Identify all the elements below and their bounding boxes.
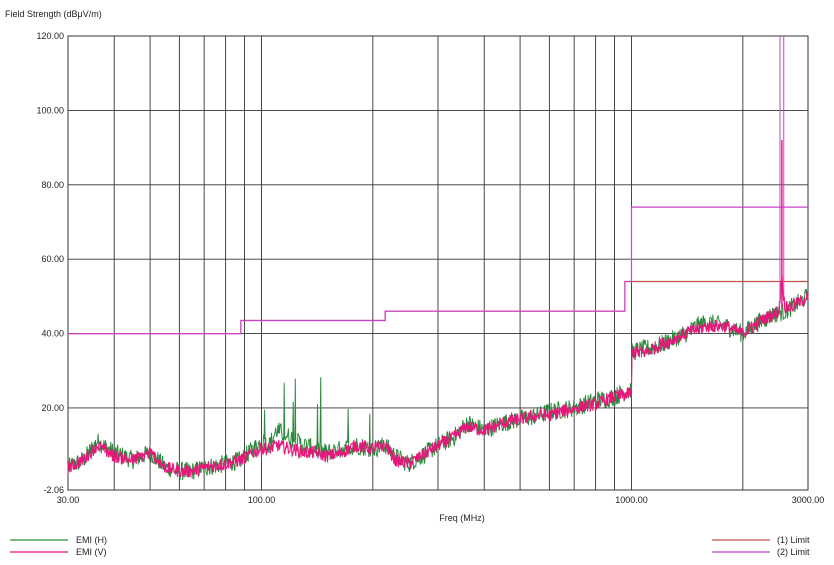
x-tick-label: 100.00 xyxy=(248,495,276,505)
legend-label: (1) Limit xyxy=(777,535,810,545)
chart-grid xyxy=(67,35,809,491)
y-axis-label: Field Strength (dBμV/m) xyxy=(5,9,102,19)
x-tick-label: 3000.00 xyxy=(792,495,825,505)
y-tick-label: 80.00 xyxy=(41,180,64,190)
y-tick-labels: -2.06 20.00 40.00 60.00 80.00 100.00 120.00 xyxy=(36,31,64,495)
x-tick-labels: 30.00 100.00 1000.00 3000.00 xyxy=(57,495,825,505)
x-axis-label: Freq (MHz) xyxy=(439,513,485,523)
y-tick-label: -2.06 xyxy=(43,485,64,495)
x-tick-label: 1000.00 xyxy=(615,495,648,505)
x-tick-label: 30.00 xyxy=(57,495,80,505)
chart-legend: EMI (H) EMI (V) (1) Limit (2) Limit xyxy=(10,535,810,557)
chart-series-layer xyxy=(67,36,809,480)
legend-label: EMI (H) xyxy=(76,535,107,545)
y-tick-label: 60.00 xyxy=(41,254,64,264)
y-tick-label: 100.00 xyxy=(36,105,64,115)
y-tick-label: 120.00 xyxy=(36,31,64,41)
legend-label: (2) Limit xyxy=(777,547,810,557)
legend-label: EMI (V) xyxy=(76,547,107,557)
y-tick-label: 40.00 xyxy=(41,329,64,339)
y-tick-label: 20.00 xyxy=(41,403,64,413)
series-2-limit xyxy=(68,206,808,335)
series-emi-v xyxy=(67,275,809,478)
